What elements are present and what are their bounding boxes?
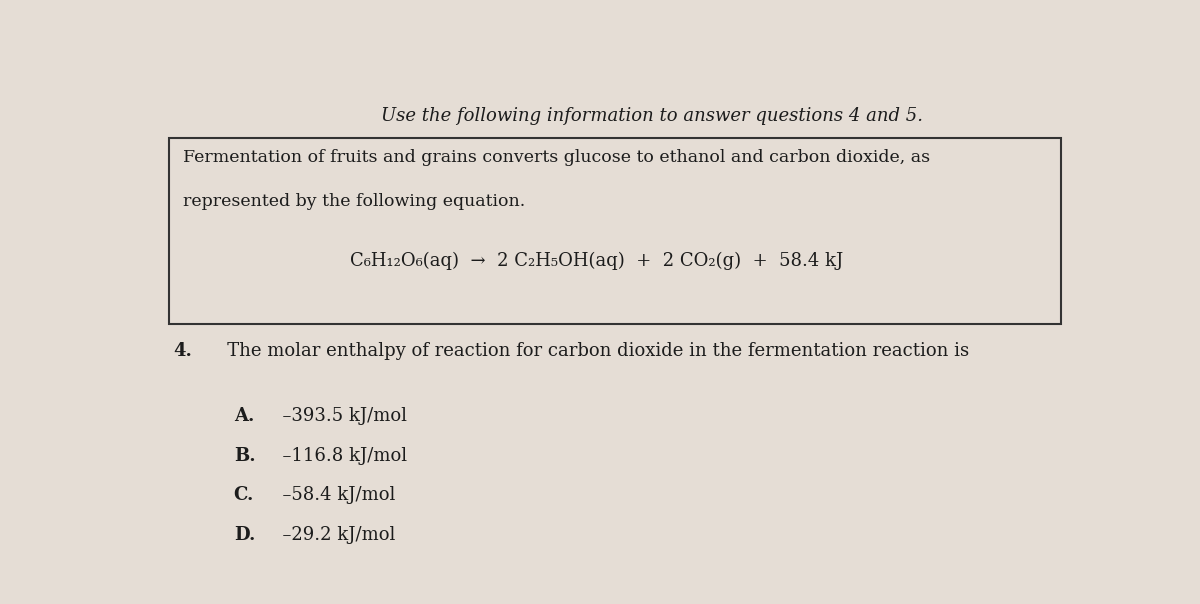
Text: Use the following information to answer questions 4 and 5.: Use the following information to answer … (382, 108, 923, 126)
Text: C₆H₁₂O₆(aq)  →  2 C₂H₅OH(aq)  +  2 CO₂(g)  +  58.4 kJ: C₆H₁₂O₆(aq) → 2 C₂H₅OH(aq) + 2 CO₂(g) + … (349, 252, 844, 270)
Text: Fermentation of fruits and grains converts glucose to ethanol and carbon dioxide: Fermentation of fruits and grains conver… (182, 149, 930, 166)
Text: The molar enthalpy of reaction for carbon dioxide in the fermentation reaction i: The molar enthalpy of reaction for carbo… (210, 342, 970, 360)
Text: –58.4 kJ/mol: –58.4 kJ/mol (271, 486, 395, 504)
Bar (168, 138, 1061, 324)
Text: –116.8 kJ/mol: –116.8 kJ/mol (271, 447, 407, 465)
Text: A.: A. (234, 407, 254, 425)
Text: B.: B. (234, 447, 256, 465)
Text: 4.: 4. (173, 342, 192, 360)
Text: –393.5 kJ/mol: –393.5 kJ/mol (271, 407, 407, 425)
Text: C.: C. (234, 486, 254, 504)
Text: D.: D. (234, 526, 256, 544)
Text: –29.2 kJ/mol: –29.2 kJ/mol (271, 526, 395, 544)
Text: represented by the following equation.: represented by the following equation. (182, 193, 524, 210)
